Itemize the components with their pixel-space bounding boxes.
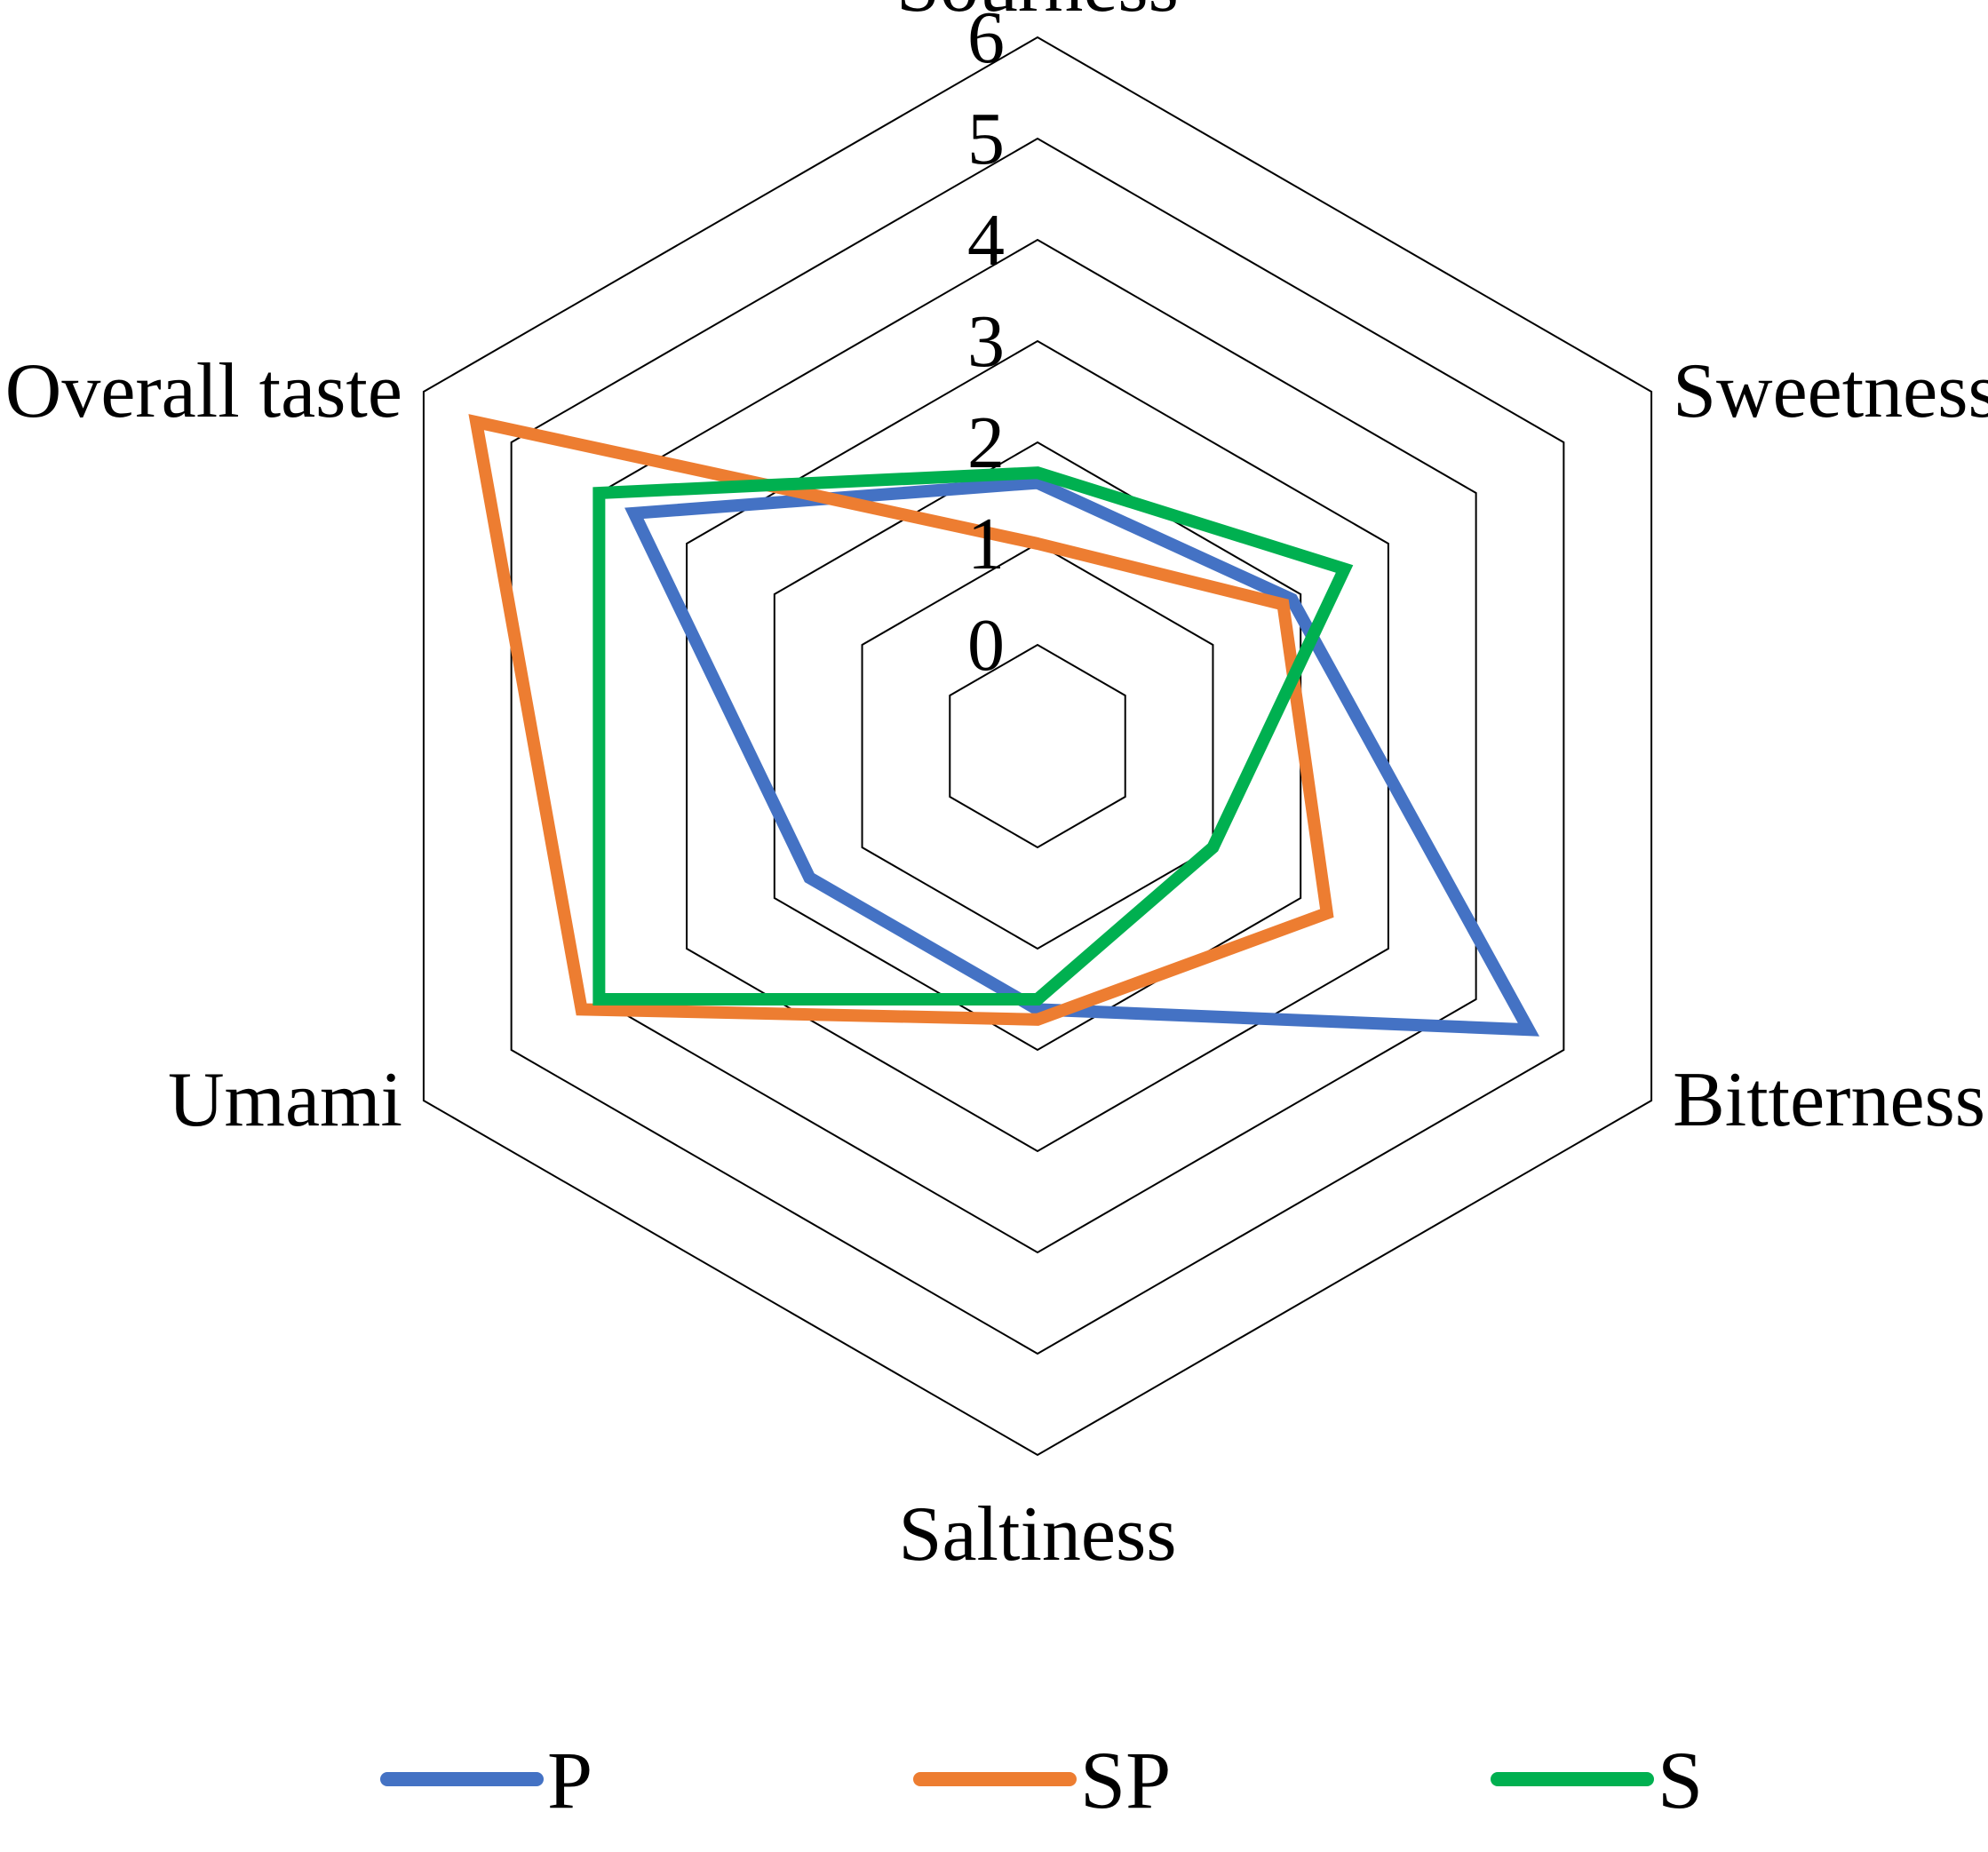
tick-label-5: 5 bbox=[967, 98, 1005, 180]
axis-label-sourness: Sourness bbox=[896, 0, 1179, 28]
axis-label-bitterness: Bitterness bbox=[1673, 1057, 1985, 1143]
tick-label-6: 6 bbox=[967, 0, 1005, 79]
axis-label-saltiness: Saltiness bbox=[899, 1491, 1177, 1578]
grid-ring-0 bbox=[949, 643, 1126, 849]
legend-label-S: S bbox=[1658, 1735, 1703, 1825]
axis-label-overall-taste: Overall taste bbox=[5, 348, 402, 434]
radar-grid bbox=[422, 36, 1653, 1457]
series-S-line bbox=[592, 466, 1354, 1005]
tick-label-3: 3 bbox=[967, 300, 1005, 383]
grid-ring-5 bbox=[510, 137, 1565, 1355]
legend-label-P: P bbox=[547, 1735, 592, 1825]
axis-label-sweetness: Sweetness bbox=[1673, 348, 1988, 434]
axis-label-umami: Umami bbox=[168, 1057, 402, 1143]
tick-label-1: 1 bbox=[967, 503, 1005, 585]
grid-ring-3 bbox=[686, 339, 1389, 1153]
axis-labels: Sourness Sweetness Bitterness Saltiness Umam… bbox=[5, 0, 1988, 1578]
grid-ring-2 bbox=[773, 441, 1302, 1052]
legend: P SP S bbox=[380, 1735, 1703, 1825]
series-P-line bbox=[624, 476, 1539, 1037]
tick-label-2: 2 bbox=[967, 401, 1005, 484]
grid-ring-4 bbox=[598, 238, 1477, 1254]
tick-labels: 0 1 2 3 4 5 6 bbox=[967, 0, 1005, 687]
legend-label-SP: SP bbox=[1080, 1735, 1171, 1825]
tick-label-0: 0 bbox=[967, 604, 1005, 687]
series-layer bbox=[468, 414, 1539, 1037]
grid-ring-1 bbox=[861, 542, 1214, 950]
tick-label-4: 4 bbox=[967, 199, 1005, 282]
series-SP-line bbox=[468, 414, 1334, 1026]
grid-ring-6 bbox=[422, 36, 1653, 1457]
